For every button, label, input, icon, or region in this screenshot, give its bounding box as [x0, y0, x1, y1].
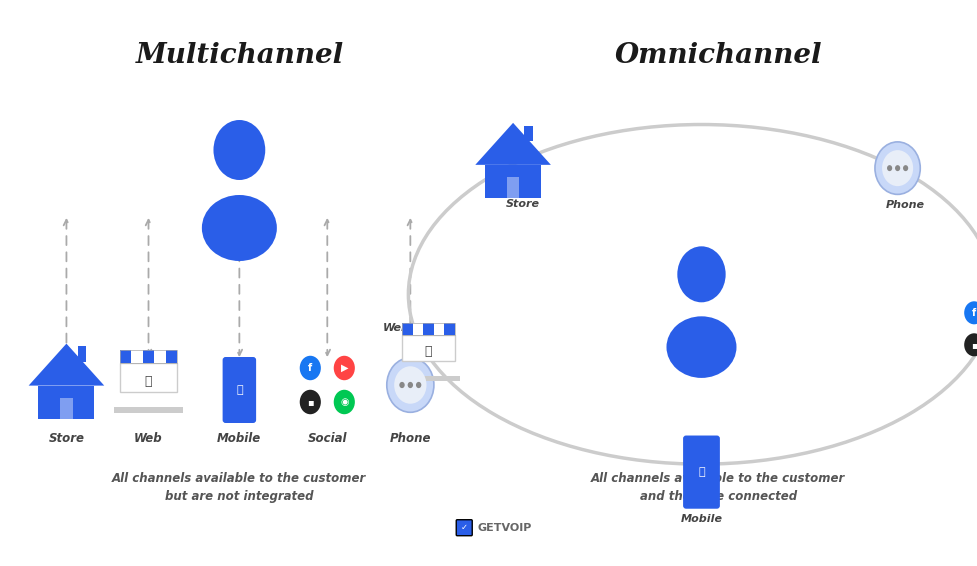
Ellipse shape	[300, 390, 320, 414]
Ellipse shape	[875, 142, 920, 194]
Text: and they are connected: and they are connected	[640, 490, 796, 503]
Bar	[402, 323, 454, 335]
Bar	[525, 126, 532, 141]
Ellipse shape	[964, 301, 977, 324]
Bar	[61, 398, 72, 419]
Polygon shape	[28, 344, 105, 385]
Text: Store: Store	[49, 432, 84, 445]
Ellipse shape	[964, 333, 977, 357]
Ellipse shape	[416, 382, 421, 388]
Text: 🛒: 🛒	[699, 467, 704, 477]
Bar	[412, 323, 423, 335]
Text: 🛒: 🛒	[145, 375, 152, 388]
Text: GETVOIP: GETVOIP	[477, 523, 531, 533]
Ellipse shape	[887, 165, 892, 171]
Ellipse shape	[882, 150, 913, 186]
Bar	[120, 350, 177, 363]
Ellipse shape	[334, 356, 355, 380]
Ellipse shape	[677, 246, 726, 302]
Text: Web: Web	[383, 323, 410, 333]
Ellipse shape	[895, 165, 900, 171]
Bar	[114, 407, 183, 413]
Ellipse shape	[213, 120, 266, 180]
FancyBboxPatch shape	[120, 363, 177, 392]
Ellipse shape	[903, 165, 909, 171]
Polygon shape	[475, 123, 551, 165]
Text: Phone: Phone	[390, 432, 431, 445]
Bar	[434, 323, 445, 335]
Text: 🛒: 🛒	[236, 385, 242, 395]
Bar	[120, 350, 131, 363]
Text: All channels available to the customer: All channels available to the customer	[591, 472, 845, 485]
FancyBboxPatch shape	[402, 335, 454, 361]
FancyBboxPatch shape	[683, 435, 720, 509]
Ellipse shape	[387, 358, 434, 412]
Bar	[77, 346, 86, 362]
Text: Mobile: Mobile	[217, 432, 262, 445]
Bar	[397, 376, 460, 381]
Bar	[131, 350, 143, 363]
Text: ▪: ▪	[971, 340, 977, 350]
Bar	[143, 350, 154, 363]
Bar	[423, 323, 434, 335]
Text: Multichannel: Multichannel	[135, 42, 344, 69]
Ellipse shape	[394, 366, 427, 404]
Text: Mobile: Mobile	[681, 514, 722, 524]
Ellipse shape	[300, 356, 320, 380]
Bar	[38, 385, 95, 419]
Text: All channels available to the customer: All channels available to the customer	[112, 472, 366, 485]
Text: ▪: ▪	[307, 397, 314, 407]
Text: f: f	[308, 363, 313, 373]
Bar	[154, 350, 166, 363]
Bar	[166, 350, 177, 363]
Ellipse shape	[666, 316, 737, 378]
Ellipse shape	[400, 382, 404, 388]
Bar	[507, 178, 519, 199]
Text: Social: Social	[308, 432, 347, 445]
Bar	[402, 323, 412, 335]
Text: ◉: ◉	[340, 397, 349, 407]
FancyBboxPatch shape	[456, 520, 472, 536]
Bar	[486, 165, 541, 199]
Bar	[445, 323, 454, 335]
Ellipse shape	[334, 390, 355, 414]
Ellipse shape	[202, 195, 276, 261]
Text: Store: Store	[506, 199, 540, 209]
FancyBboxPatch shape	[223, 357, 256, 423]
Text: Phone: Phone	[886, 200, 925, 210]
Text: Web: Web	[134, 432, 163, 445]
Text: ▶: ▶	[341, 363, 348, 373]
Text: f: f	[972, 308, 976, 318]
Text: 🛒: 🛒	[425, 345, 432, 358]
Text: ✓: ✓	[461, 523, 468, 532]
Text: Omnichannel: Omnichannel	[615, 42, 822, 69]
Ellipse shape	[407, 382, 413, 388]
Text: but are not integrated: but are not integrated	[165, 490, 314, 503]
